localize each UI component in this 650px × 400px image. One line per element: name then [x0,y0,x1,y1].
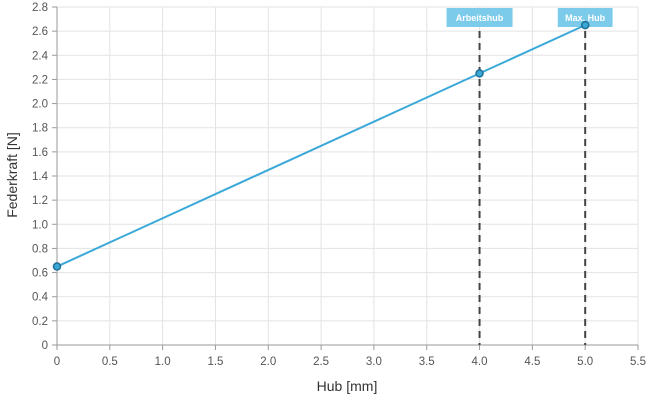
x-tick-label: 2.0 [260,356,276,368]
x-tick-label: 4.5 [524,356,540,368]
data-point[interactable] [580,20,590,30]
y-tick-label: 2.6 [32,26,48,38]
y-tick-label: 1.4 [32,171,49,183]
y-tick-label: 0 [42,340,48,352]
axes [52,6,639,350]
marker-label-box [446,8,513,27]
x-tick-label: 0.5 [102,356,118,368]
data-series [52,20,590,271]
y-tick-label: 2.0 [32,99,48,111]
marker-label: Max. Hub [565,13,606,23]
y-tick-label: 1.2 [32,195,48,207]
y-tick-labels: 0 0.2 0.4 0.6 0.8 1.0 1.2 1.4 1.6 1.8 2.0 2.2 2.4 2.6… [32,2,49,352]
y-tick-label: 2.4 [32,50,49,62]
x-tick-label: 4.0 [472,356,488,368]
y-tick-label: 1.8 [32,123,48,135]
y-tick-label: 1.6 [32,147,48,159]
y-tick-label: 1.0 [32,219,48,231]
y-tick-label: 2.2 [32,74,48,86]
x-tick-label: 0 [54,356,60,368]
y-tick-label: 0.2 [32,316,48,328]
x-tick-label: 1.0 [155,356,171,368]
y-tick-label: 0.6 [32,268,48,280]
x-tick-label: 2.5 [313,356,329,368]
y-tick-label: 2.8 [32,2,48,14]
x-tick-label: 1.5 [207,356,223,368]
x-tick-label: 3.5 [419,356,435,368]
x-axis-title: Hub [mm] [317,378,378,394]
data-point[interactable] [475,69,484,78]
marker-label: Arbeitshub [456,13,504,23]
x-tick-label: 5.0 [577,356,593,368]
x-tick-label: 3.0 [366,356,382,368]
y-axis-title: Federkraft [N] [4,132,20,218]
x-tick-labels: 0 0.5 1.0 1.5 2.0 2.5 3.0 3.5 4.0 4.5 5.0 5.5 [54,356,646,368]
marker-label-box [557,8,613,27]
y-tick-label: 0.8 [32,243,48,255]
grid [57,6,639,345]
data-point[interactable] [52,262,62,271]
y-tick-label: 0.4 [32,292,49,304]
x-tick-label: 5.5 [630,356,646,368]
